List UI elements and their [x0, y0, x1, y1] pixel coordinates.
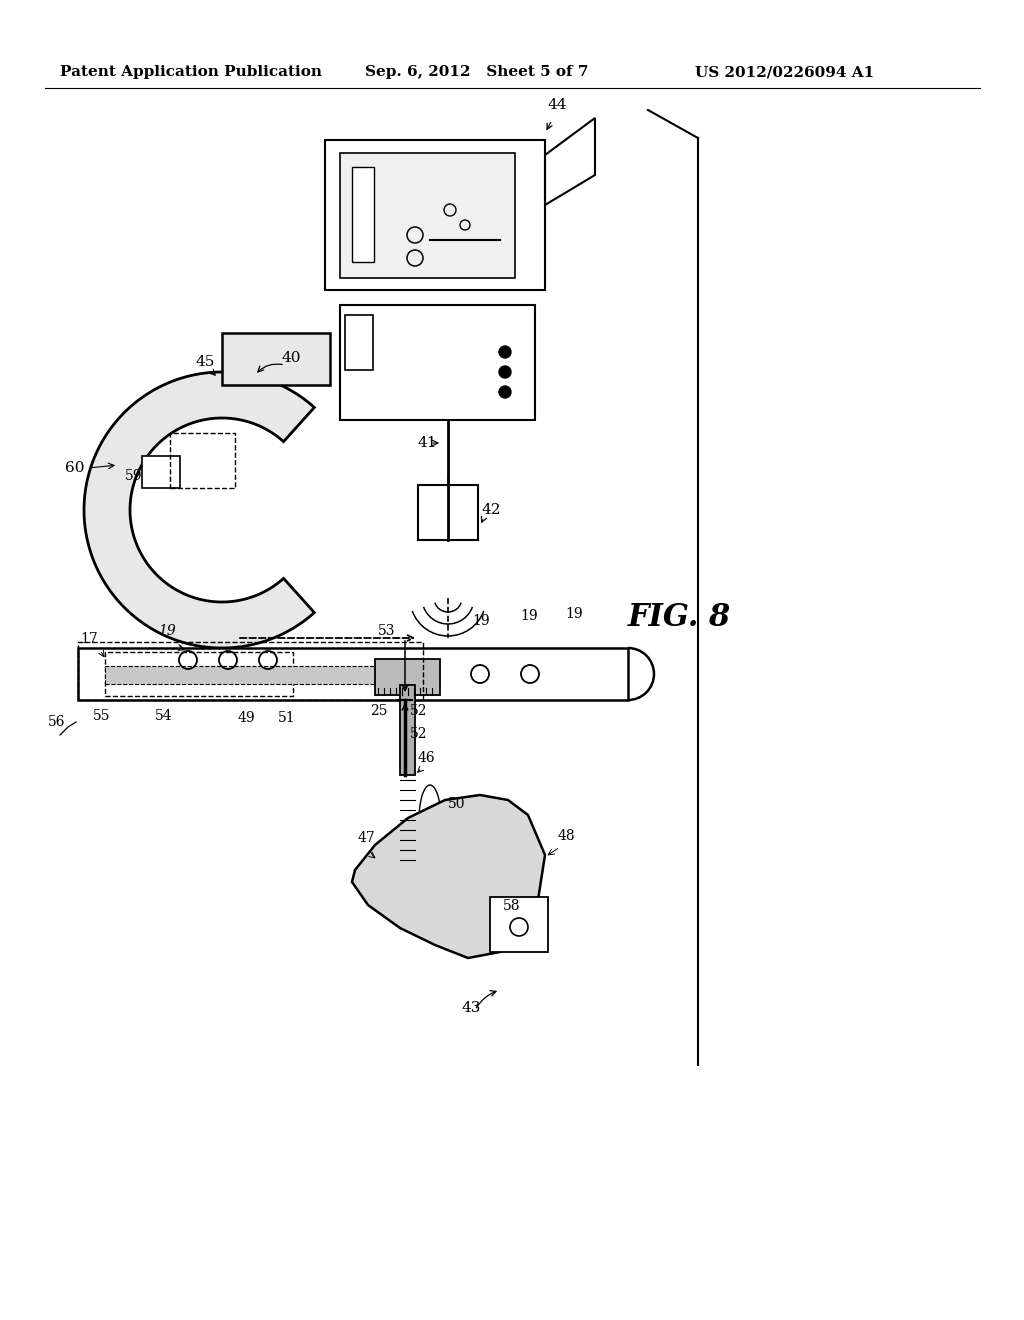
Text: 47: 47: [358, 832, 376, 845]
Bar: [352, 168, 374, 261]
Bar: [325, 140, 545, 290]
Text: 48: 48: [558, 829, 575, 843]
Bar: [105, 652, 293, 696]
Text: 41: 41: [418, 436, 437, 450]
Circle shape: [499, 346, 511, 358]
Bar: [418, 484, 478, 540]
Text: Sep. 6, 2012   Sheet 5 of 7: Sep. 6, 2012 Sheet 5 of 7: [365, 65, 589, 79]
Text: 17: 17: [80, 632, 97, 645]
Text: 42: 42: [482, 503, 502, 517]
Text: 58: 58: [503, 899, 520, 913]
Circle shape: [499, 366, 511, 378]
Text: 52: 52: [410, 727, 427, 741]
Bar: [345, 315, 373, 370]
Bar: [400, 685, 415, 775]
Bar: [490, 898, 548, 952]
Polygon shape: [84, 372, 314, 648]
Text: 45: 45: [195, 355, 214, 370]
Polygon shape: [352, 795, 545, 958]
Bar: [78, 642, 423, 700]
Text: 40: 40: [282, 351, 301, 366]
Text: 19: 19: [472, 614, 489, 628]
Bar: [105, 667, 410, 684]
Text: 44: 44: [548, 98, 567, 112]
Text: 51: 51: [278, 711, 296, 725]
Text: 46: 46: [418, 751, 435, 766]
Text: 52: 52: [410, 704, 427, 718]
Bar: [78, 648, 628, 700]
Bar: [375, 659, 440, 696]
Text: 53: 53: [378, 624, 395, 638]
Text: Patent Application Publication: Patent Application Publication: [60, 65, 322, 79]
Bar: [340, 153, 515, 279]
Text: 60: 60: [65, 461, 85, 475]
Bar: [340, 305, 535, 420]
Text: 50: 50: [449, 797, 466, 810]
Bar: [222, 333, 330, 385]
Text: 19: 19: [158, 624, 176, 638]
Text: 43: 43: [462, 1001, 481, 1015]
Text: 54: 54: [155, 709, 173, 723]
Text: 55: 55: [93, 709, 111, 723]
Text: 59: 59: [125, 469, 142, 483]
Text: FIG. 8: FIG. 8: [628, 602, 731, 634]
Bar: [142, 455, 180, 488]
Text: 25: 25: [370, 704, 387, 718]
Text: 19: 19: [520, 609, 538, 623]
Circle shape: [499, 385, 511, 399]
Text: US 2012/0226094 A1: US 2012/0226094 A1: [695, 65, 874, 79]
Text: 49: 49: [238, 711, 256, 725]
Text: 56: 56: [48, 715, 66, 729]
Bar: [170, 433, 234, 488]
Text: 19: 19: [565, 607, 583, 620]
